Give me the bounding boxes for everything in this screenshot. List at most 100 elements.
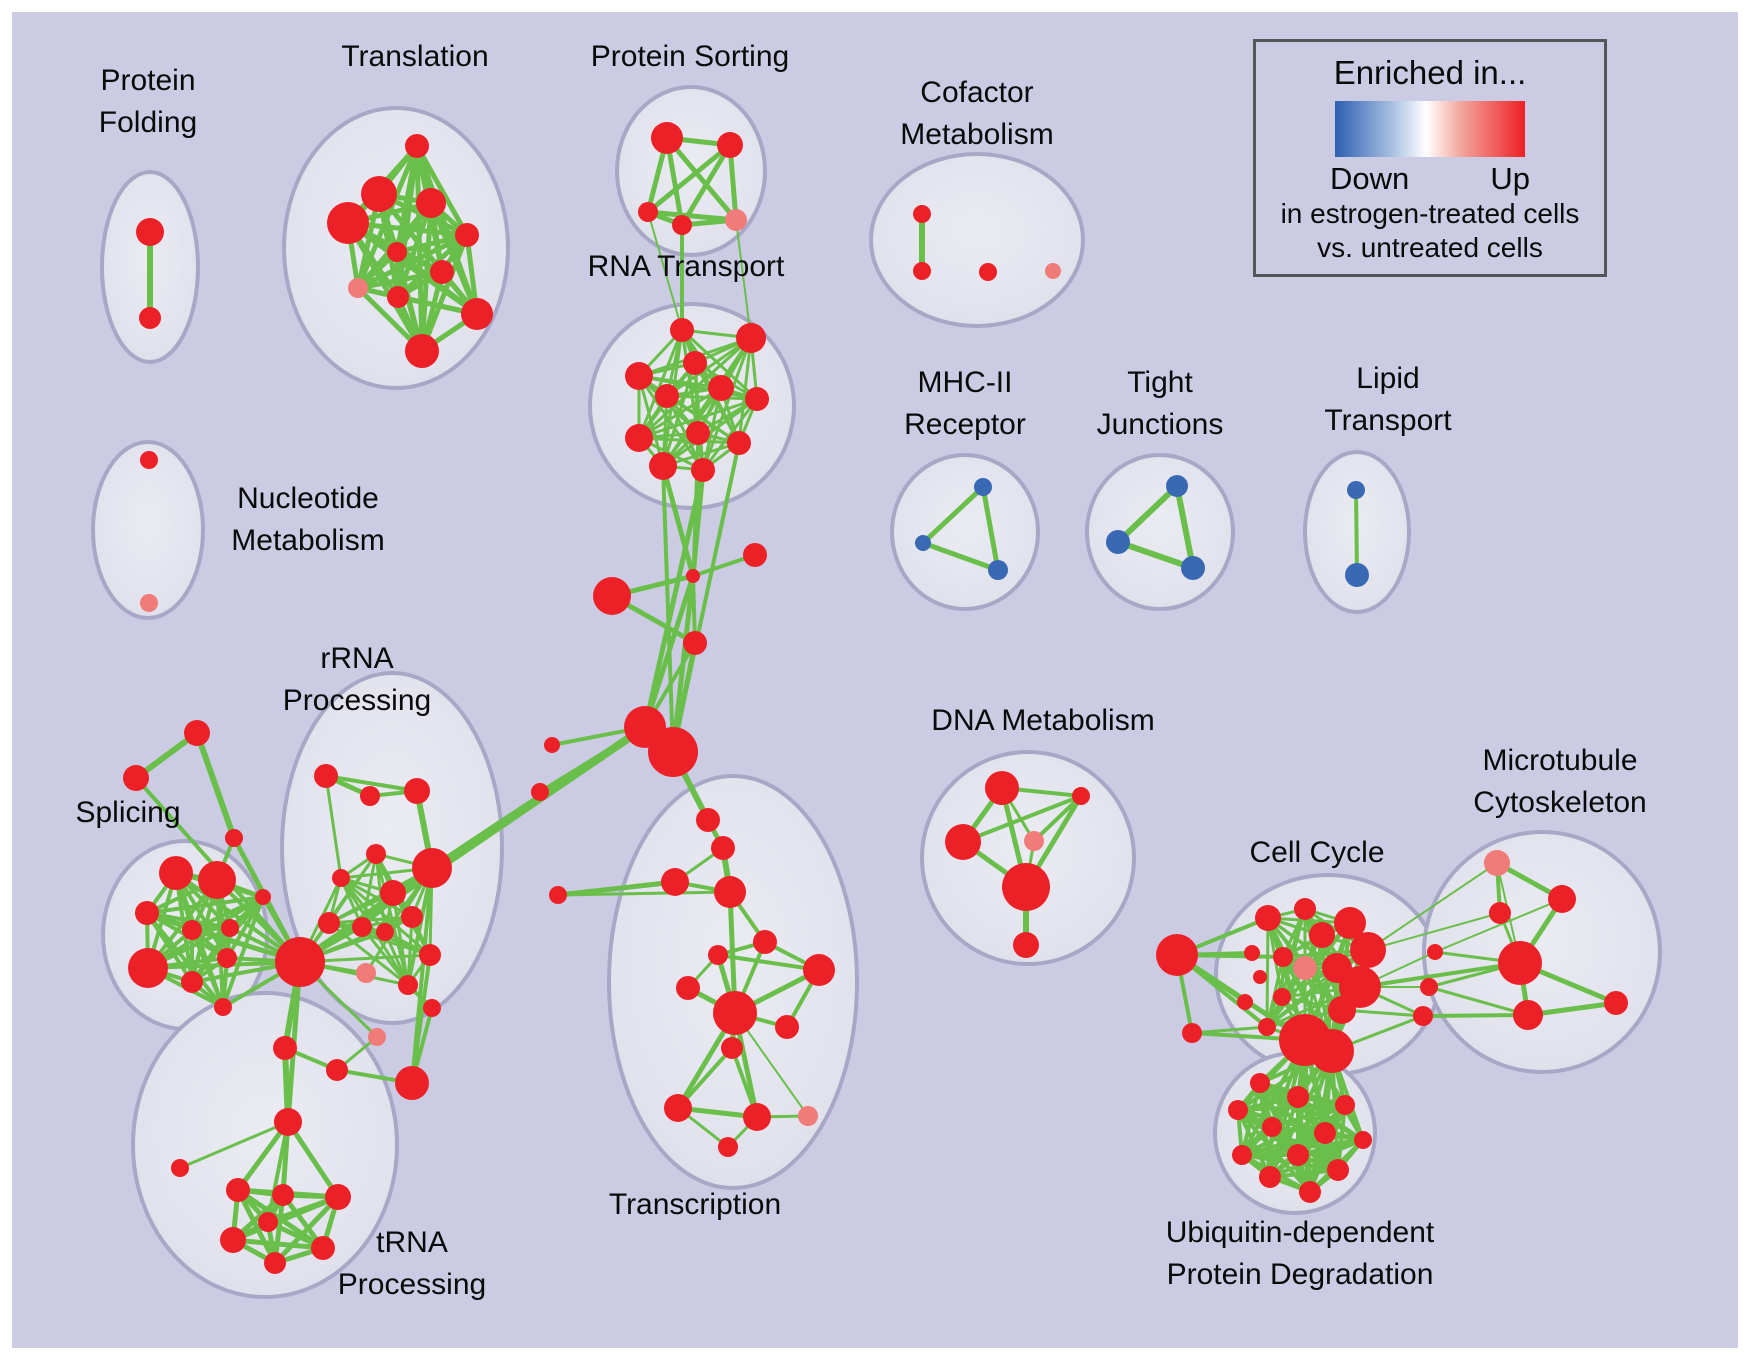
gene-set-node-mh2 [915, 535, 931, 551]
network-edge [920, 540, 1001, 573]
network-edge [661, 397, 759, 468]
gene-set-node-rr15 [423, 999, 441, 1017]
gene-set-node-cc6 [1244, 945, 1260, 961]
gene-set-node-cc7 [1273, 947, 1293, 967]
gene-set-node-tn3 [325, 1184, 351, 1210]
cluster-label-cofactor-metabolism: Cofactor Metabolism [900, 76, 1053, 151]
gene-set-node-mt2 [1548, 885, 1576, 913]
network-edge [1265, 916, 1270, 1029]
gene-set-node-tr11 [405, 334, 439, 368]
gene-set-node-tc1 [696, 808, 720, 832]
network-edge [355, 269, 445, 291]
gene-set-node-lt2 [1345, 563, 1369, 587]
gene-set-node-tc4 [714, 876, 746, 908]
network-edge [701, 386, 723, 472]
cluster-label-protein-folding: Protein Folding [99, 64, 197, 139]
gene-set-node-ub5 [1262, 1117, 1282, 1137]
gene-set-node-dm6 [1013, 932, 1039, 958]
gene-set-node-tr8 [348, 278, 368, 298]
network-edge [679, 142, 733, 228]
gene-set-node-rr9 [352, 917, 372, 937]
network-edge [556, 890, 732, 897]
gene-set-node-rr1 [314, 764, 338, 788]
network-edge [637, 374, 705, 472]
gene-set-node-tr5 [455, 223, 479, 247]
network-edge [661, 464, 675, 754]
cluster-ellipse-nucleotide-metabolism [91, 440, 205, 620]
gene-set-node-cc15 [1328, 996, 1356, 1024]
network-edge [230, 1237, 326, 1251]
gene-set-node-cch [1156, 934, 1198, 976]
network-edge [665, 394, 741, 445]
gene-set-node-ps3 [638, 202, 658, 222]
gene-set-node-ub1 [1250, 1073, 1270, 1093]
network-edge [645, 209, 739, 223]
gene-set-node-tg1 [184, 720, 210, 746]
network-edge [1115, 539, 1196, 571]
gene-set-node-rr5 [332, 869, 350, 887]
network-edge [637, 397, 759, 440]
network-edge [1354, 488, 1359, 577]
gene-set-node-rt3 [683, 351, 707, 375]
gene-set-node-rr3 [404, 778, 430, 804]
cluster-ellipse-tight-junctions [1085, 453, 1235, 611]
gene-set-node-mt9 [1604, 991, 1628, 1015]
gene-set-node-cc2 [1294, 898, 1316, 920]
gene-set-node-cf3 [979, 263, 997, 281]
gene-set-node-tc9 [713, 991, 757, 1035]
gene-set-node-tr10 [461, 298, 493, 330]
gene-set-node-ccs [1182, 1023, 1202, 1043]
gene-set-node-cn9 [549, 886, 567, 904]
gene-set-node-sp11 [214, 998, 232, 1016]
network-edge [642, 573, 696, 730]
network-edge [178, 1120, 290, 1170]
gene-set-node-nm1 [140, 451, 158, 469]
gene-set-node-pf2 [139, 307, 161, 329]
gene-set-node-sp6 [255, 889, 271, 905]
gene-set-node-ps5 [725, 209, 747, 231]
gene-set-node-rt9 [625, 424, 653, 452]
gene-set-node-cn8 [531, 783, 549, 801]
gene-set-node-pf1 [136, 218, 164, 246]
gene-set-node-mh3 [988, 560, 1008, 580]
network-edge [145, 911, 225, 1009]
gene-set-node-tc11 [721, 1037, 743, 1059]
cluster-ellipse-protein-sorting [615, 85, 767, 257]
gene-set-node-rr13 [368, 1028, 386, 1046]
gene-set-node-rr7 [380, 880, 406, 906]
gene-set-node-cc1 [1255, 905, 1281, 931]
gene-set-node-sp7 [128, 948, 168, 988]
network-edge [419, 232, 470, 354]
network-edge [642, 467, 706, 730]
network-edge [665, 336, 753, 398]
cluster-label-nucleotide-metabolism: Nucleotide Metabolism [231, 482, 384, 557]
network-edge [324, 774, 343, 880]
gene-set-node-dm2 [1072, 787, 1090, 805]
network-edge [637, 374, 759, 401]
gene-set-node-ub4 [1228, 1100, 1248, 1120]
gene-set-node-tg2 [123, 765, 149, 791]
network-edge [235, 1119, 291, 1193]
gene-set-node-tg3 [225, 829, 243, 847]
gene-set-node-tr3 [416, 188, 446, 218]
network-edge [1174, 483, 1196, 571]
gene-set-node-tr6 [387, 242, 407, 262]
network-edge [660, 463, 696, 579]
network-edge [324, 774, 419, 793]
gene-set-node-lt1 [1347, 481, 1365, 499]
gene-set-node-rr12 [356, 963, 376, 983]
network-edge [266, 1120, 290, 1224]
gene-set-node-mt4 [1427, 944, 1443, 960]
gene-set-node-cn2 [743, 543, 767, 567]
gene-set-node-ps4 [672, 215, 692, 235]
gene-set-node-mt8 [1513, 1000, 1543, 1030]
cluster-label-rrna-processing: rRNA Processing [283, 642, 431, 717]
cluster-label-trna-processing: tRNA Processing [338, 1226, 486, 1301]
cluster-ellipse-microtubule-cytoskeleton [1422, 830, 1662, 1074]
network-edge [1032, 794, 1083, 843]
gene-set-node-rt5 [655, 384, 679, 408]
gene-set-node-cc13 [1237, 994, 1253, 1010]
network-edge [1421, 1013, 1530, 1018]
network-edge [327, 915, 414, 925]
